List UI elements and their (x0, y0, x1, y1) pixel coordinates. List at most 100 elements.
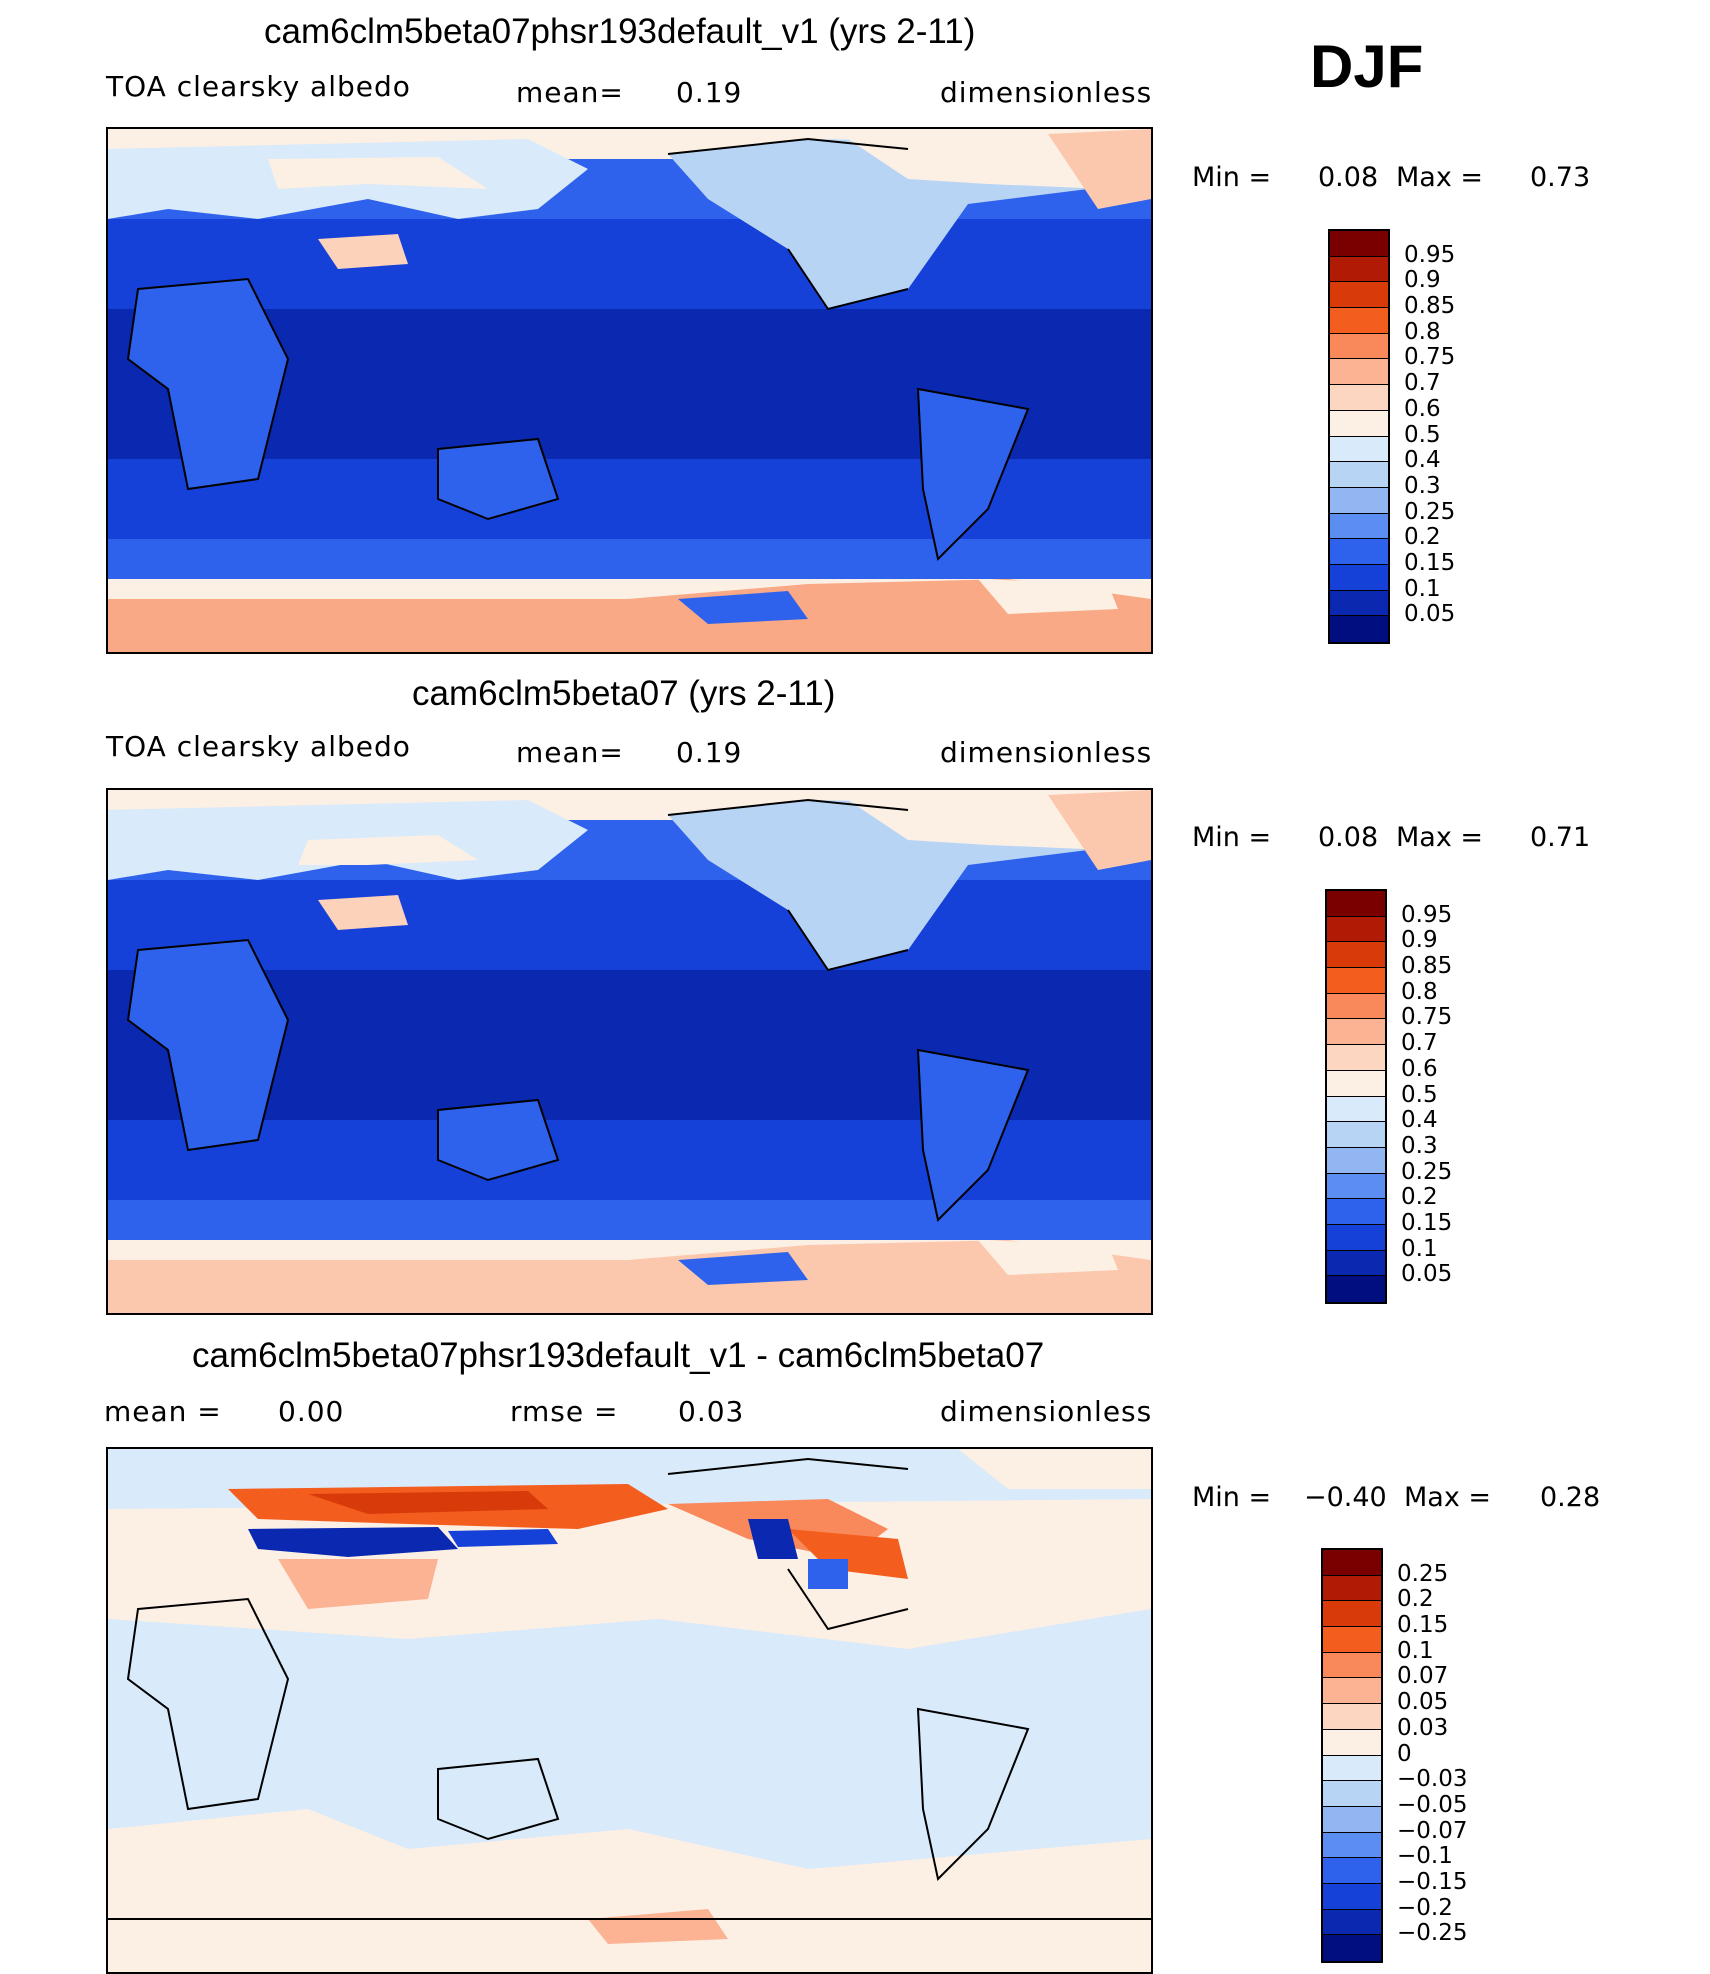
colorbar-swatch (1323, 1601, 1381, 1628)
colorbar-label: 0.95 (1404, 241, 1456, 268)
colorbar-label: 0.8 (1404, 318, 1441, 345)
colorbar-label: −0.25 (1397, 1920, 1468, 1947)
panel-1-max-value: 0.73 (1530, 162, 1591, 193)
colorbar-label: 0.07 (1397, 1663, 1449, 1690)
colorbar-swatch (1327, 1224, 1385, 1251)
colorbar-swatch (1330, 282, 1388, 309)
colorbar-label: 0.75 (1401, 1004, 1453, 1031)
colorbar-swatch (1327, 942, 1385, 969)
colorbar-label: 0.03 (1397, 1714, 1449, 1741)
colorbar-swatch (1327, 1096, 1385, 1123)
panel-3-map-svg (108, 1449, 1151, 1972)
colorbar-swatch (1327, 891, 1385, 917)
colorbar-label: −0.1 (1397, 1843, 1453, 1870)
colorbar-swatch (1327, 1250, 1385, 1277)
colorbar-label: 0.6 (1401, 1055, 1438, 1082)
colorbar-swatch (1330, 462, 1388, 488)
colorbar-swatch (1330, 385, 1388, 411)
panel-2-min-label: Min = (1192, 822, 1272, 853)
colorbar-swatch (1330, 410, 1388, 437)
colorbar-swatch (1323, 1781, 1381, 1807)
colorbar-swatch (1323, 1575, 1381, 1602)
panel-1-variable: TOA clearsky albedo (106, 70, 411, 103)
panel-3-map (106, 1447, 1153, 1974)
colorbar-swatch (1323, 1678, 1381, 1705)
colorbar-label: 0.95 (1401, 901, 1453, 928)
colorbar-swatch (1323, 1832, 1381, 1859)
panel-3-rmse-label: rmse = (510, 1395, 619, 1428)
colorbar-label: 0.8 (1401, 978, 1438, 1005)
colorbar-label: 0 (1397, 1740, 1412, 1767)
colorbar-swatch (1330, 513, 1388, 540)
colorbar-label: 0.2 (1401, 1184, 1438, 1211)
panel-3-title: cam6clm5beta07phsr193default_v1 - cam6cl… (192, 1336, 1045, 1375)
colorbar-swatch (1323, 1883, 1381, 1910)
panel-1-max-label: Max = (1396, 162, 1484, 193)
colorbar-swatch (1323, 1909, 1381, 1936)
colorbar-swatch (1327, 1019, 1385, 1046)
panel-2-variable: TOA clearsky albedo (106, 730, 411, 763)
colorbar-label: 0.25 (1401, 1158, 1453, 1185)
colorbar-label: −0.05 (1397, 1791, 1468, 1818)
panel-1-min-value: 0.08 (1318, 162, 1379, 193)
panel-1-mean-label: mean= (516, 76, 624, 109)
panel-3-min-label: Min = (1192, 1482, 1272, 1513)
panel-2-mean-label: mean= (516, 736, 624, 769)
panel-2-colorbar (1325, 889, 1387, 1304)
colorbar-label: 0.1 (1404, 575, 1441, 602)
colorbar-swatch (1323, 1935, 1381, 1961)
colorbar-swatch (1327, 968, 1385, 994)
panel-1-mean-value: 0.19 (676, 76, 743, 109)
colorbar-label: 0.5 (1404, 421, 1441, 448)
panel-1-map-svg (108, 129, 1151, 652)
colorbar-label: 0.1 (1397, 1637, 1434, 1664)
colorbar-swatch (1323, 1755, 1381, 1782)
colorbar-label: 0.2 (1397, 1586, 1434, 1613)
colorbar-swatch (1323, 1704, 1381, 1730)
panel-2-units: dimensionless (940, 736, 1153, 769)
colorbar-label: 0.25 (1404, 498, 1456, 525)
colorbar-label: −0.2 (1397, 1894, 1453, 1921)
colorbar-label: 0.2 (1404, 524, 1441, 551)
colorbar-label: 0.3 (1404, 472, 1441, 499)
colorbar-label: 0.15 (1397, 1612, 1449, 1639)
panel-3-min-value: −0.40 (1304, 1482, 1387, 1513)
colorbar-swatch (1330, 564, 1388, 591)
colorbar-label: 0.05 (1401, 1261, 1453, 1288)
colorbar-label: 0.75 (1404, 344, 1456, 371)
colorbar-label: 0.05 (1397, 1689, 1449, 1716)
colorbar-swatch (1323, 1627, 1381, 1653)
panel-3-max-label: Max = (1404, 1482, 1492, 1513)
colorbar-label: 0.4 (1401, 1107, 1438, 1134)
colorbar-label: 0.7 (1401, 1030, 1438, 1057)
panel-3-units: dimensionless (940, 1395, 1153, 1428)
panel-2-colorbar-labels: 0.95 0.9 0.85 0.8 0.75 0.7 0.6 0.5 0.4 0.3 0.25 0.2… (1401, 889, 1471, 1304)
panel-2-mean-value: 0.19 (676, 736, 743, 769)
panel-2-title: cam6clm5beta07 (yrs 2-11) (412, 674, 836, 713)
colorbar-label: 0.1 (1401, 1235, 1438, 1262)
colorbar-label: 0.85 (1404, 293, 1456, 320)
colorbar-swatch (1327, 1070, 1385, 1097)
colorbar-label: −0.03 (1397, 1766, 1468, 1793)
colorbar-label: −0.15 (1397, 1868, 1468, 1895)
colorbar-label: 0.85 (1401, 953, 1453, 980)
colorbar-swatch (1323, 1550, 1381, 1576)
colorbar-swatch (1327, 1122, 1385, 1148)
colorbar-label: 0.5 (1401, 1081, 1438, 1108)
panel-3-colorbar (1321, 1548, 1383, 1963)
colorbar-label: 0.25 (1397, 1560, 1449, 1587)
panel-2-min-value: 0.08 (1318, 822, 1379, 853)
panel-2-max-label: Max = (1396, 822, 1484, 853)
colorbar-label: 0.15 (1404, 549, 1456, 576)
colorbar-swatch (1330, 333, 1388, 360)
colorbar-swatch (1330, 436, 1388, 463)
colorbar-label: 0.7 (1404, 370, 1441, 397)
colorbar-swatch (1330, 231, 1388, 257)
colorbar-label: 0.3 (1401, 1132, 1438, 1159)
colorbar-label: 0.6 (1404, 395, 1441, 422)
colorbar-swatch (1330, 256, 1388, 283)
panel-1-colorbar-labels: 0.95 0.9 0.85 0.8 0.75 0.7 0.6 0.5 0.4 0.3 0.25 0.2… (1404, 229, 1474, 644)
colorbar-swatch (1330, 359, 1388, 386)
colorbar-swatch (1327, 916, 1385, 943)
panel-3-mean-label: mean = (104, 1395, 222, 1428)
